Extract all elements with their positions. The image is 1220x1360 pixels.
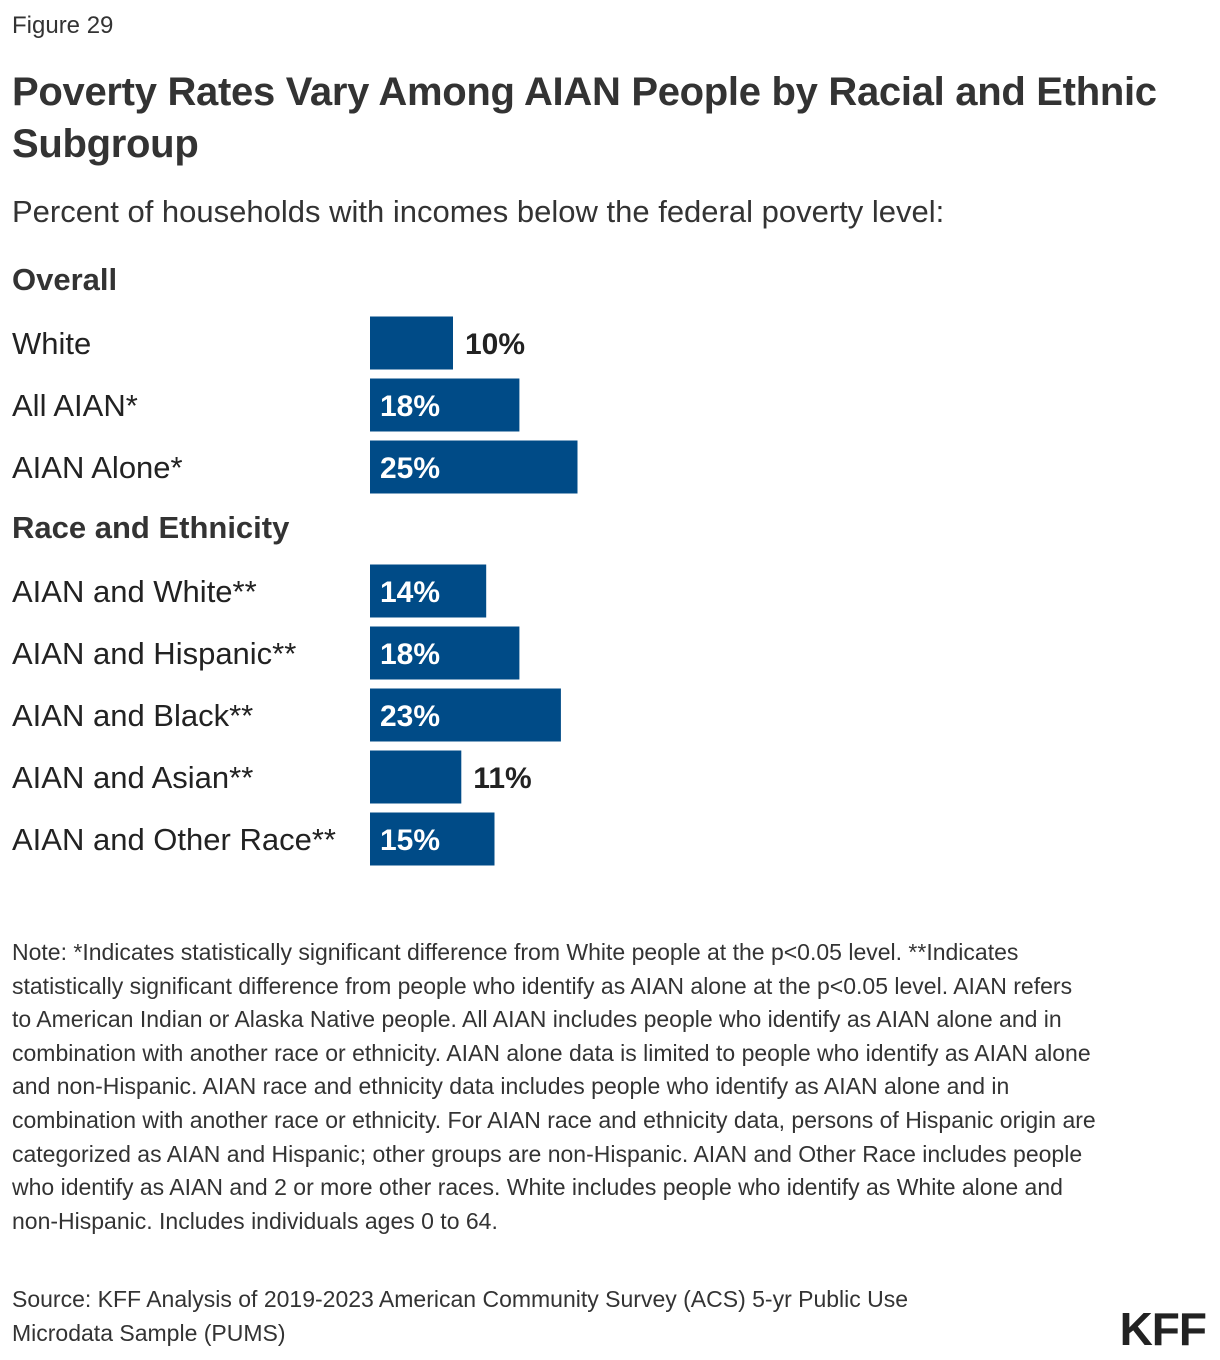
bar xyxy=(370,626,520,680)
category-label: AIAN and Other Race** xyxy=(12,822,336,857)
bar xyxy=(370,440,578,494)
bar xyxy=(370,378,520,432)
data-label: 25% xyxy=(380,452,440,485)
chart-subtitle: Percent of households with incomes below… xyxy=(12,194,945,229)
category-label: AIAN and Asian** xyxy=(12,760,253,795)
bar xyxy=(370,688,561,742)
category-label: All AIAN* xyxy=(12,388,138,423)
figure-label: Figure 29 xyxy=(12,12,114,39)
data-label: 11% xyxy=(473,762,531,795)
kff-logo: KFF xyxy=(1119,1303,1207,1355)
data-label: 23% xyxy=(380,700,440,733)
category-label: AIAN and Black** xyxy=(12,698,253,733)
data-label: 14% xyxy=(380,576,440,609)
group-heading: Race and Ethnicity xyxy=(12,510,290,545)
chart-title: Poverty Rates Vary Among AIAN People by … xyxy=(12,70,1157,166)
chart-note: Note: *Indicates statistically significa… xyxy=(12,939,1096,1234)
data-label: 18% xyxy=(380,638,440,671)
bar xyxy=(370,564,487,618)
bar xyxy=(370,750,462,804)
data-label: 15% xyxy=(380,824,440,857)
data-label: 10% xyxy=(465,328,525,361)
category-label: White xyxy=(12,326,91,361)
chart-source: Source: KFF Analysis of 2019-2023 Americ… xyxy=(12,1286,909,1346)
bar-chart: Overall White 10% All AIAN* 18% AIAN Alone* 25… xyxy=(12,262,578,866)
data-label: 18% xyxy=(380,390,440,423)
category-label: AIAN and Hispanic** xyxy=(12,636,296,671)
category-label: AIAN and White** xyxy=(12,574,257,609)
category-label: AIAN Alone* xyxy=(12,450,183,485)
bar xyxy=(370,316,453,370)
bar xyxy=(370,812,495,866)
group-heading: Overall xyxy=(12,262,117,297)
